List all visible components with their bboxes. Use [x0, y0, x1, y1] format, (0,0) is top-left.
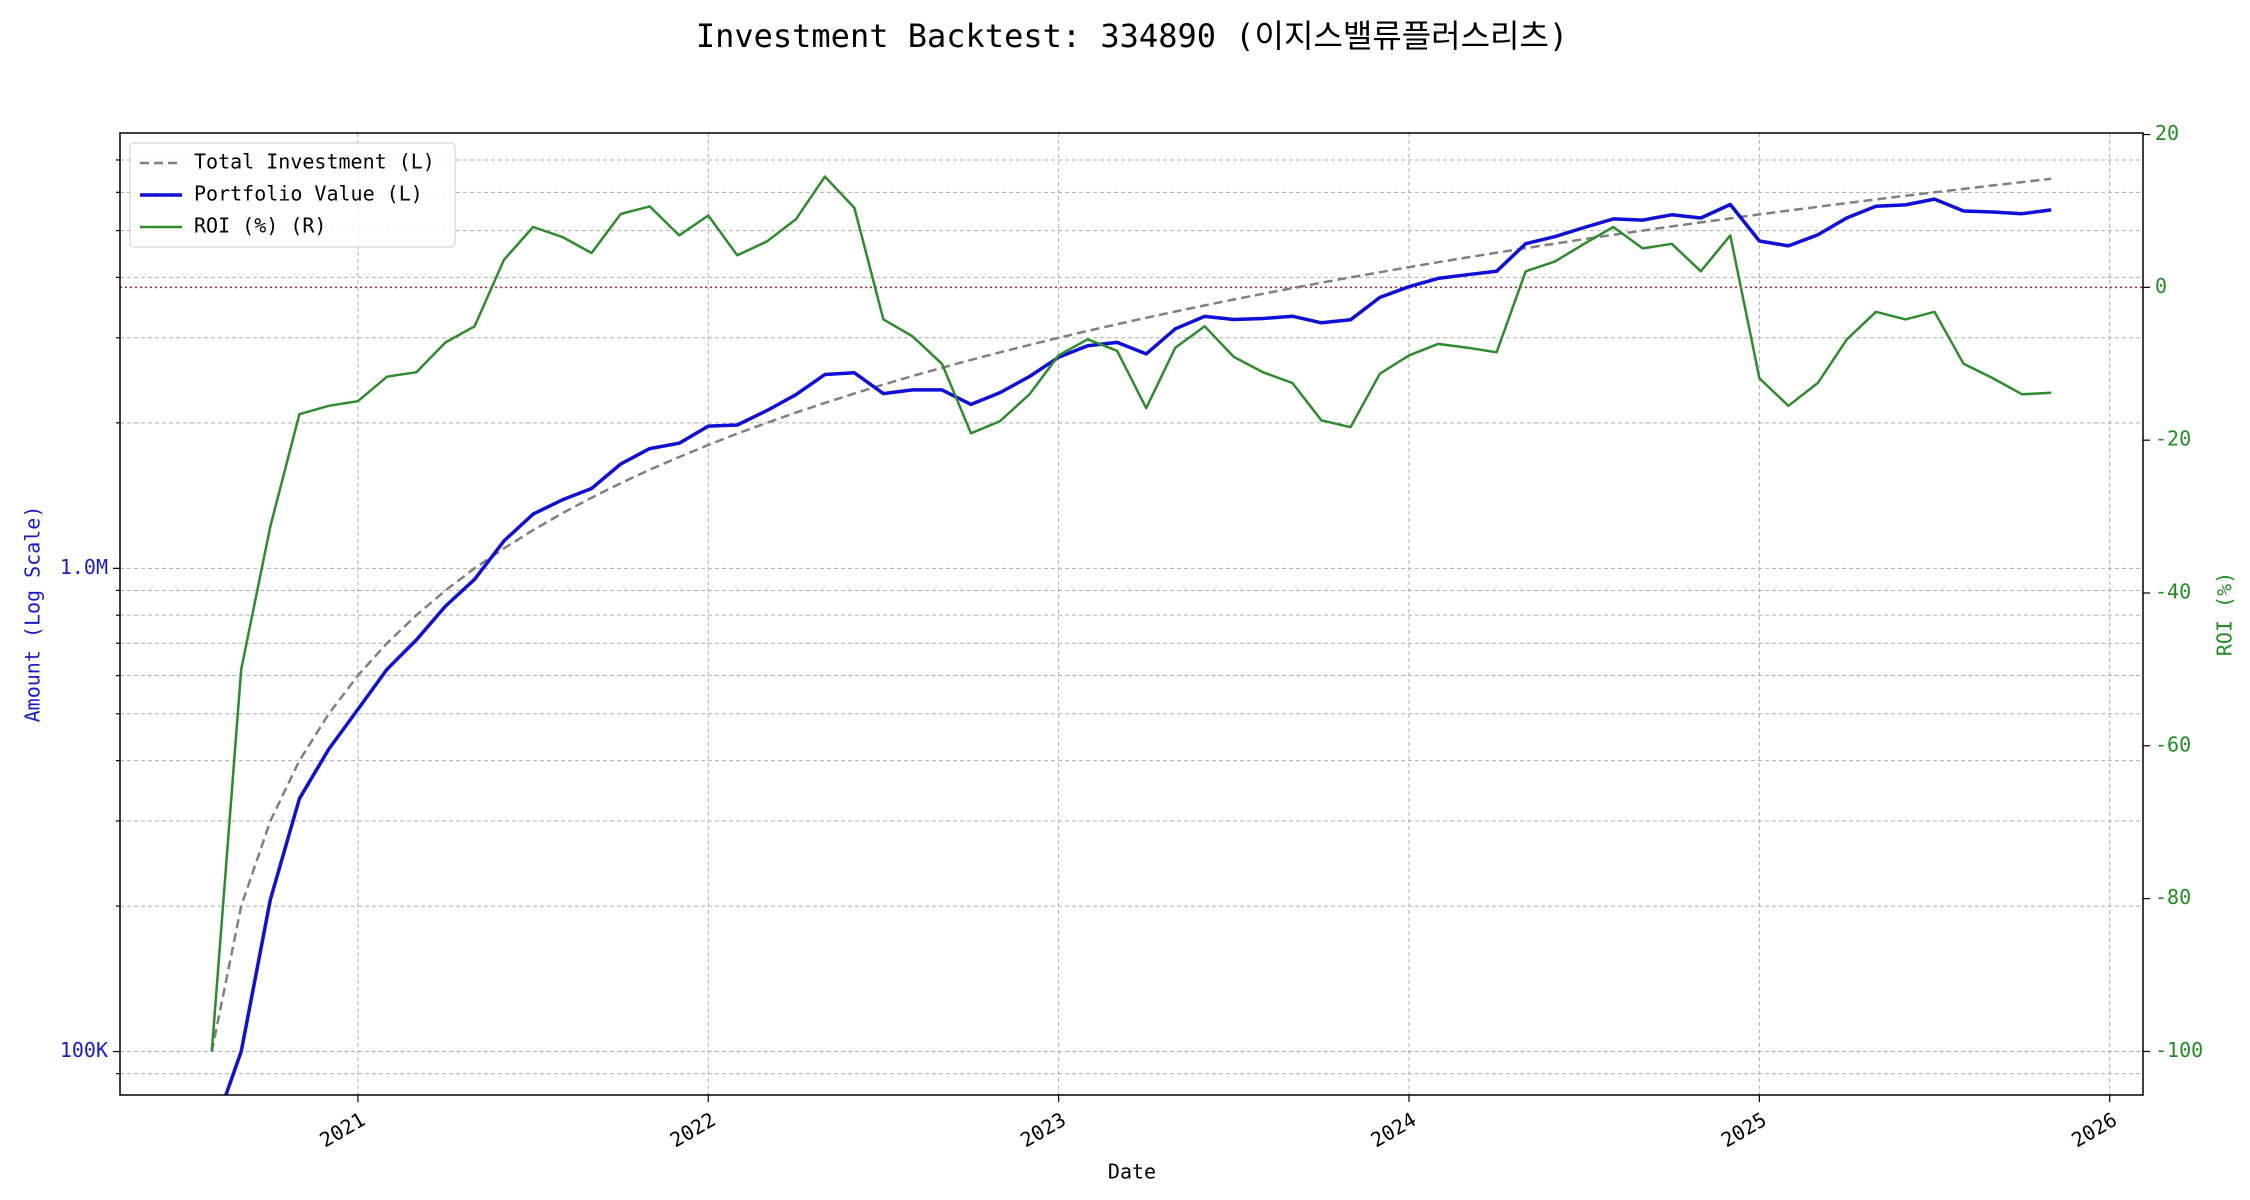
y2-tick-label: -80 — [2155, 885, 2191, 909]
y-tick-label: 100K — [60, 1038, 108, 1062]
y2-tick-label: -100 — [2155, 1038, 2203, 1062]
x-tick-label: 2024 — [1367, 1107, 1421, 1152]
y-axis-label: Amount (Log Scale) — [21, 506, 45, 723]
y2-tick-label: 0 — [2155, 274, 2167, 298]
x-tick-label: 2025 — [1717, 1107, 1771, 1152]
legend-label: Total Investment (L) — [194, 150, 435, 174]
y2-tick-label: -60 — [2155, 732, 2191, 756]
series-line — [224, 197, 2052, 1095]
plot-area — [210, 175, 2052, 1095]
y-tick-label: 1.0M — [60, 555, 108, 579]
legend-label: Portfolio Value (L) — [194, 182, 423, 206]
legend-label: ROI (%) (R) — [194, 214, 326, 238]
y2-tick-label: 20 — [2155, 121, 2179, 145]
x-axis-label: Date — [1108, 1160, 1156, 1184]
series-line — [210, 177, 2052, 1052]
x-tick-label: 2021 — [315, 1107, 369, 1152]
chart-title: Investment Backtest: 334890 (이지스밸류플러스리츠) — [696, 17, 1568, 55]
plot-frame — [119, 132, 2144, 1096]
legend-box — [129, 142, 456, 248]
x-tick-label: 2023 — [1016, 1107, 1070, 1152]
y2-axis-label: ROI (%) — [2213, 572, 2237, 656]
y2-tick-label: -20 — [2155, 427, 2191, 451]
x-tick-label: 2026 — [2067, 1107, 2121, 1152]
y2-tick-label: -40 — [2155, 579, 2191, 603]
x-tick-label: 2022 — [666, 1107, 720, 1152]
series-line — [210, 175, 2052, 1052]
